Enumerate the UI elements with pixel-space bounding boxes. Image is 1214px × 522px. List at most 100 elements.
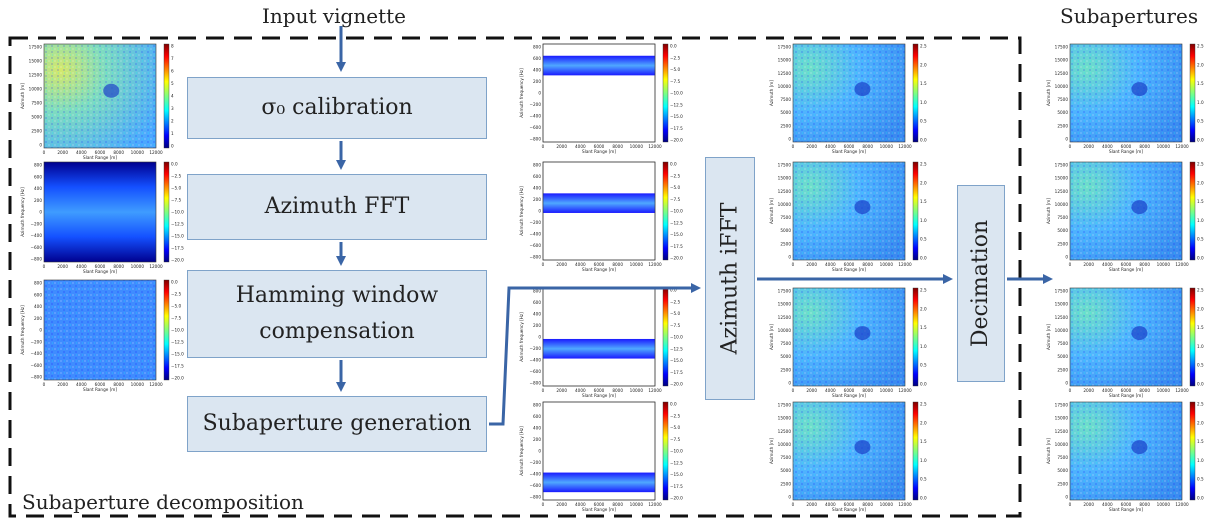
y-tick-label: 12500	[778, 429, 792, 434]
x-tick-label: 8000	[1139, 144, 1150, 149]
panel-feature	[854, 200, 871, 215]
panel-feature	[103, 83, 120, 98]
azimuth-ifft-label: Azimuth iFFT	[717, 202, 743, 355]
y-tick-label: 800	[34, 281, 42, 286]
x-tick-label: 8000	[113, 150, 124, 155]
y-tick-label: −400	[529, 472, 541, 477]
y-tick-label: 2500	[780, 367, 791, 372]
y-tick-label: 12500	[1055, 71, 1069, 76]
x-tick-label: 0	[792, 388, 795, 393]
x-tick-label: 6000	[95, 150, 106, 155]
y-tick-label: −800	[529, 381, 541, 386]
colorbar-tick-label: 0.0	[171, 162, 178, 167]
y-tick-label: 0	[39, 328, 42, 333]
y-tick-label: −800	[30, 375, 42, 380]
panel-noise	[1070, 44, 1182, 142]
x-tick-label: 2000	[556, 388, 567, 393]
x-tick-label: 12000	[1175, 388, 1189, 393]
colorbar-tick-label: 2.5	[920, 402, 927, 407]
x-tick-label: 4000	[575, 502, 586, 507]
y-axis-label: Azimuth frequency [Hz]	[519, 426, 524, 476]
y-tick-label: 600	[533, 300, 541, 305]
x-tick-label: 0	[792, 144, 795, 149]
y-tick-label: 600	[533, 174, 541, 179]
colorbar-tick-label: 1.5	[1197, 325, 1204, 330]
panel-frame	[542, 43, 656, 143]
panel-band	[543, 338, 655, 359]
x-tick-label: 12000	[648, 262, 662, 267]
x-tick-label: 12000	[648, 388, 662, 393]
y-tick-label: 17500	[1055, 45, 1069, 50]
x-tick-label: 4000	[825, 502, 836, 507]
colorbar-tick-label: −5.0	[171, 304, 182, 309]
x-tick-label: 0	[43, 150, 46, 155]
colorbar-tick-label: 0	[171, 144, 174, 149]
x-axis-label: Slant Range [m]	[83, 269, 117, 274]
y-axis-label: Azimuth frequency [Hz]	[519, 68, 524, 118]
panel-frame	[792, 161, 906, 261]
y-tick-label: 12500	[1055, 429, 1069, 434]
x-tick-label: 10000	[131, 264, 145, 269]
y-tick-label: 17500	[1055, 289, 1069, 294]
panel-frame	[43, 279, 157, 381]
x-tick-label: 6000	[95, 382, 106, 387]
y-tick-label: 200	[34, 198, 42, 203]
y-tick-label: 0	[788, 137, 791, 142]
colorbar	[662, 161, 669, 261]
y-axis-label: Azimuth [m]	[769, 80, 774, 106]
colorbar-tick-label: 2.0	[1197, 420, 1204, 425]
y-axis-label: Azimuth [m]	[1046, 324, 1051, 350]
x-tick-label: 12000	[898, 388, 912, 393]
x-tick-label: 12000	[149, 150, 163, 155]
panel-noise	[1070, 402, 1182, 500]
colorbar-tick-label: −2.5	[670, 299, 681, 304]
x-tick-label: 10000	[880, 388, 894, 393]
x-tick-label: 6000	[594, 502, 605, 507]
colorbar-tick-label: 2.0	[1197, 180, 1204, 185]
y-tick-label: 600	[34, 292, 42, 297]
y-tick-label: 15000	[778, 302, 792, 307]
x-tick-label: 6000	[844, 144, 855, 149]
x-tick-label: 6000	[594, 388, 605, 393]
colorbar-tick-label: 2.0	[920, 62, 927, 67]
colorbar-tick-label: −15.0	[171, 352, 184, 357]
ifft-output-plot: 0 2000 4000 6000 8000 10000 12000 Slant Range […	[769, 288, 927, 399]
y-tick-label: 10000	[778, 328, 792, 333]
y-tick-label: 7500	[1057, 97, 1068, 102]
colorbar	[912, 161, 919, 261]
colorbar-tick-label: 0.0	[920, 496, 927, 501]
y-tick-label: 12500	[778, 189, 792, 194]
x-tick-label: 8000	[862, 144, 873, 149]
x-tick-label: 2000	[1083, 388, 1094, 393]
colorbar-tick-label: −7.5	[171, 316, 182, 321]
colorbar-tick-label: −17.5	[171, 246, 184, 251]
y-axis-label: Azimuth frequency [Hz]	[519, 186, 524, 236]
calibration-label: σ₀ calibration	[261, 95, 413, 120]
y-tick-label: 2500	[1057, 367, 1068, 372]
y-tick-label: 0	[1065, 381, 1068, 386]
colorbar-tick-label: −5.0	[670, 311, 681, 316]
x-tick-label: 0	[1069, 262, 1072, 267]
y-tick-label: −800	[529, 255, 541, 260]
colorbar-tick-label: 1.5	[920, 81, 927, 86]
y-tick-label: 17500	[1055, 403, 1069, 408]
colorbar-tick-label: 0.0	[1197, 382, 1204, 387]
colorbar-tick-label: 0.5	[920, 477, 927, 482]
subaperture-generation-box: Subaperture generation	[187, 396, 487, 452]
x-tick-label: 4000	[1102, 502, 1113, 507]
x-tick-label: 12000	[898, 502, 912, 507]
colorbar-tick-label: −15.0	[670, 232, 683, 237]
x-tick-label: 8000	[612, 262, 623, 267]
subaperture-plot: 0 2000 4000 6000 8000 10000 12000 Slant Range […	[1046, 288, 1204, 399]
colorbar-tick-label: −12.5	[171, 222, 184, 227]
decimation-label: Decimation	[968, 219, 994, 348]
x-tick-label: 12000	[1175, 144, 1189, 149]
colorbar-tick-label: 0.5	[1197, 477, 1204, 482]
y-tick-label: −200	[30, 339, 42, 344]
y-tick-label: 400	[533, 312, 541, 317]
panel-noise	[793, 162, 905, 260]
colorbar-tick-label: −10.0	[670, 91, 683, 96]
colorbar-tick-label: −20.0	[670, 496, 683, 501]
